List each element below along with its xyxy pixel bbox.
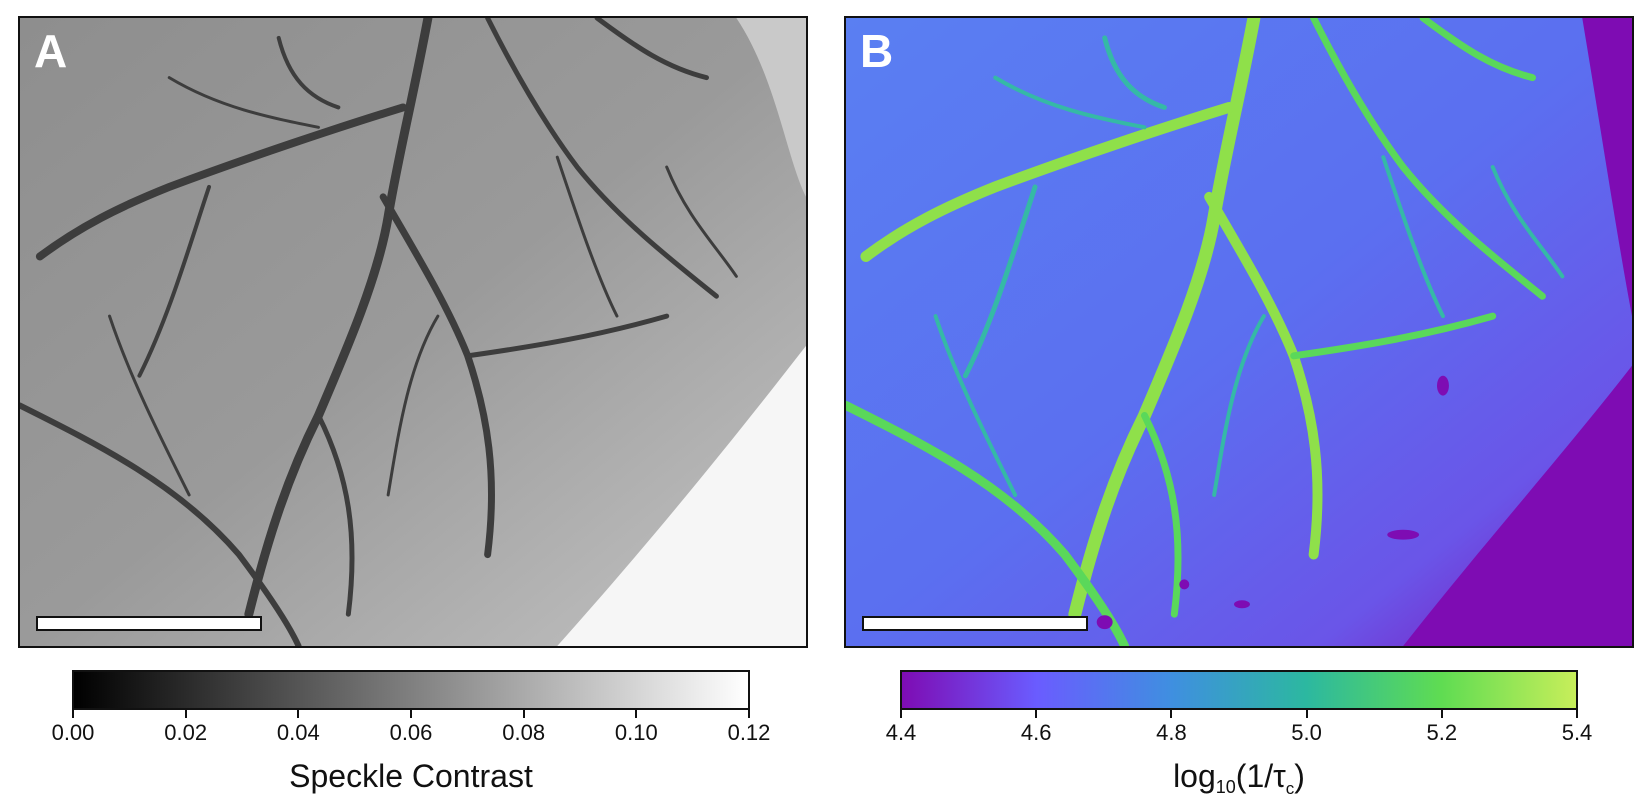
colorbar-a-tick-label: 0.12	[727, 720, 771, 745]
colorbar-a-tick	[410, 709, 412, 718]
colorbar-b-tick-label: 4.4	[885, 720, 917, 745]
colorbar-a-tick-label: 0.04	[276, 720, 320, 745]
colorbar-b-tick-label: 4.6	[1020, 720, 1052, 745]
colorbar-b-tick	[900, 709, 902, 718]
colorbar-b-label-sub: c	[1285, 779, 1295, 798]
colorbar-b-tick	[1576, 709, 1578, 718]
correlation-time-image-render	[846, 18, 1632, 646]
colorbar-a-tick-label: 0.06	[389, 720, 433, 745]
colorbar-b-label-body: (1/τ	[1235, 758, 1286, 794]
colorbar-b-tick-label: 5.4	[1561, 720, 1593, 745]
colorbar-a-tick-label: 0.02	[164, 720, 208, 745]
colorbar-a-tick	[748, 709, 750, 718]
speckle-contrast-image-render	[20, 18, 806, 646]
colorbar-a-tick	[635, 709, 638, 718]
colorbar-a-label: Speckle Contrast	[289, 758, 533, 794]
colorbar-a-tick	[297, 709, 300, 718]
colorbar-b-label-base: 10	[1215, 777, 1236, 797]
colorbar-b-tick-label: 5.2	[1426, 720, 1458, 745]
speckle-contrast-image: A	[18, 16, 808, 648]
colorbar-b-tick-label: 5.0	[1291, 720, 1322, 745]
colorbar-b-label-prefix: log	[1173, 758, 1216, 794]
colorbar-a-tick	[522, 709, 525, 718]
colorbar-b-label: log10(1/τc)	[900, 758, 1578, 799]
colorbar-a-tick	[72, 709, 74, 718]
colorbar-a-tick-label: 0.10	[614, 720, 658, 745]
colorbar-b-tick	[1305, 709, 1308, 718]
correlation-time-image: B	[844, 16, 1634, 648]
colorbar-a-tick-label: 0.08	[502, 720, 546, 745]
colorbar-a	[72, 670, 750, 710]
colorbar-a-tick-label: 0.00	[51, 720, 95, 745]
panel-b-letter: B	[860, 25, 894, 77]
scale-bar-a	[36, 616, 262, 631]
colorbar-b-tick-label: 4.8	[1156, 720, 1187, 745]
colorbar-b-tick	[1170, 709, 1173, 718]
colorbar-b-tick	[1035, 709, 1038, 718]
colorbar-a-tick	[184, 709, 187, 718]
panel-a-letter: A	[34, 25, 68, 77]
colorbar-b	[900, 670, 1578, 710]
colorbar-b-tick	[1440, 709, 1443, 718]
colorbar-b-label-suffix: )	[1294, 758, 1305, 794]
scale-bar-b	[862, 616, 1088, 631]
